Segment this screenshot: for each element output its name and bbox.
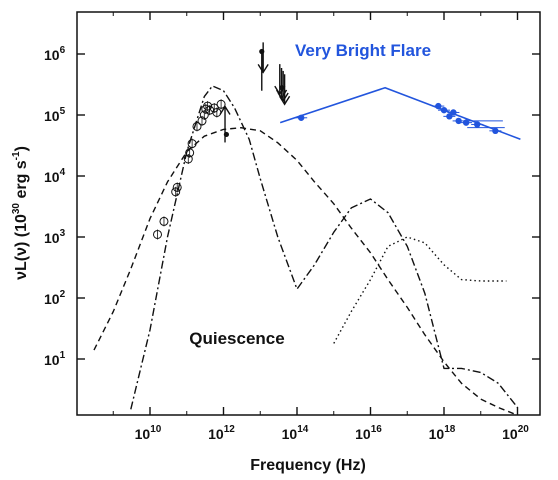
- upper-limit-arrow-head: [279, 95, 291, 106]
- x-tick-label: 1018: [429, 424, 456, 442]
- y-tick-label: 103: [44, 228, 66, 246]
- data-marks: [153, 42, 505, 240]
- y-axis-label-unit-exp: -1: [11, 151, 22, 160]
- y-axis-label-main: νL(ν) (10: [13, 214, 30, 280]
- y-tick-label: 102: [44, 289, 66, 307]
- y-axis-label: νL(ν) (1030 erg s-1): [11, 146, 30, 280]
- x-tick-label: 1010: [135, 424, 162, 442]
- model-curves: [93, 85, 521, 415]
- x-tick-label: 1020: [502, 424, 529, 442]
- x-axis-label: Frequency (Hz): [250, 457, 366, 474]
- series-line-dashdot: [130, 85, 519, 410]
- y-tick-label: 106: [44, 45, 66, 63]
- x-tick-label: 1014: [282, 424, 309, 442]
- upper-limit-arrow-head: [257, 63, 269, 74]
- plot-frame: [76, 11, 541, 416]
- y-axis-label-close: ): [13, 146, 30, 151]
- x-axis: 1010 1012 1014 1016 1018 1020: [112, 12, 529, 442]
- y-tick-label: 101: [44, 350, 66, 368]
- series-line-dotted: [333, 236, 507, 344]
- annotation-very-bright-flare: Very Bright Flare: [295, 41, 431, 60]
- y-axis-label-unit: erg s: [13, 160, 30, 203]
- y-tick-label: 105: [44, 106, 66, 124]
- lower-limit-arrow-head: [219, 105, 231, 115]
- y-tick-label: 104: [44, 167, 66, 185]
- series-line-solid: [279, 86, 521, 141]
- y-axis-label-exp: 30: [11, 203, 22, 215]
- x-tick-label: 1016: [355, 424, 382, 442]
- series-line-dashed: [93, 126, 518, 415]
- y-axis: 101 102 103 104 105 106: [44, 45, 540, 368]
- plot-area-border: [76, 11, 541, 416]
- annotation-quiescence: Quiescence: [189, 329, 284, 348]
- x-tick-label: 1012: [208, 424, 235, 442]
